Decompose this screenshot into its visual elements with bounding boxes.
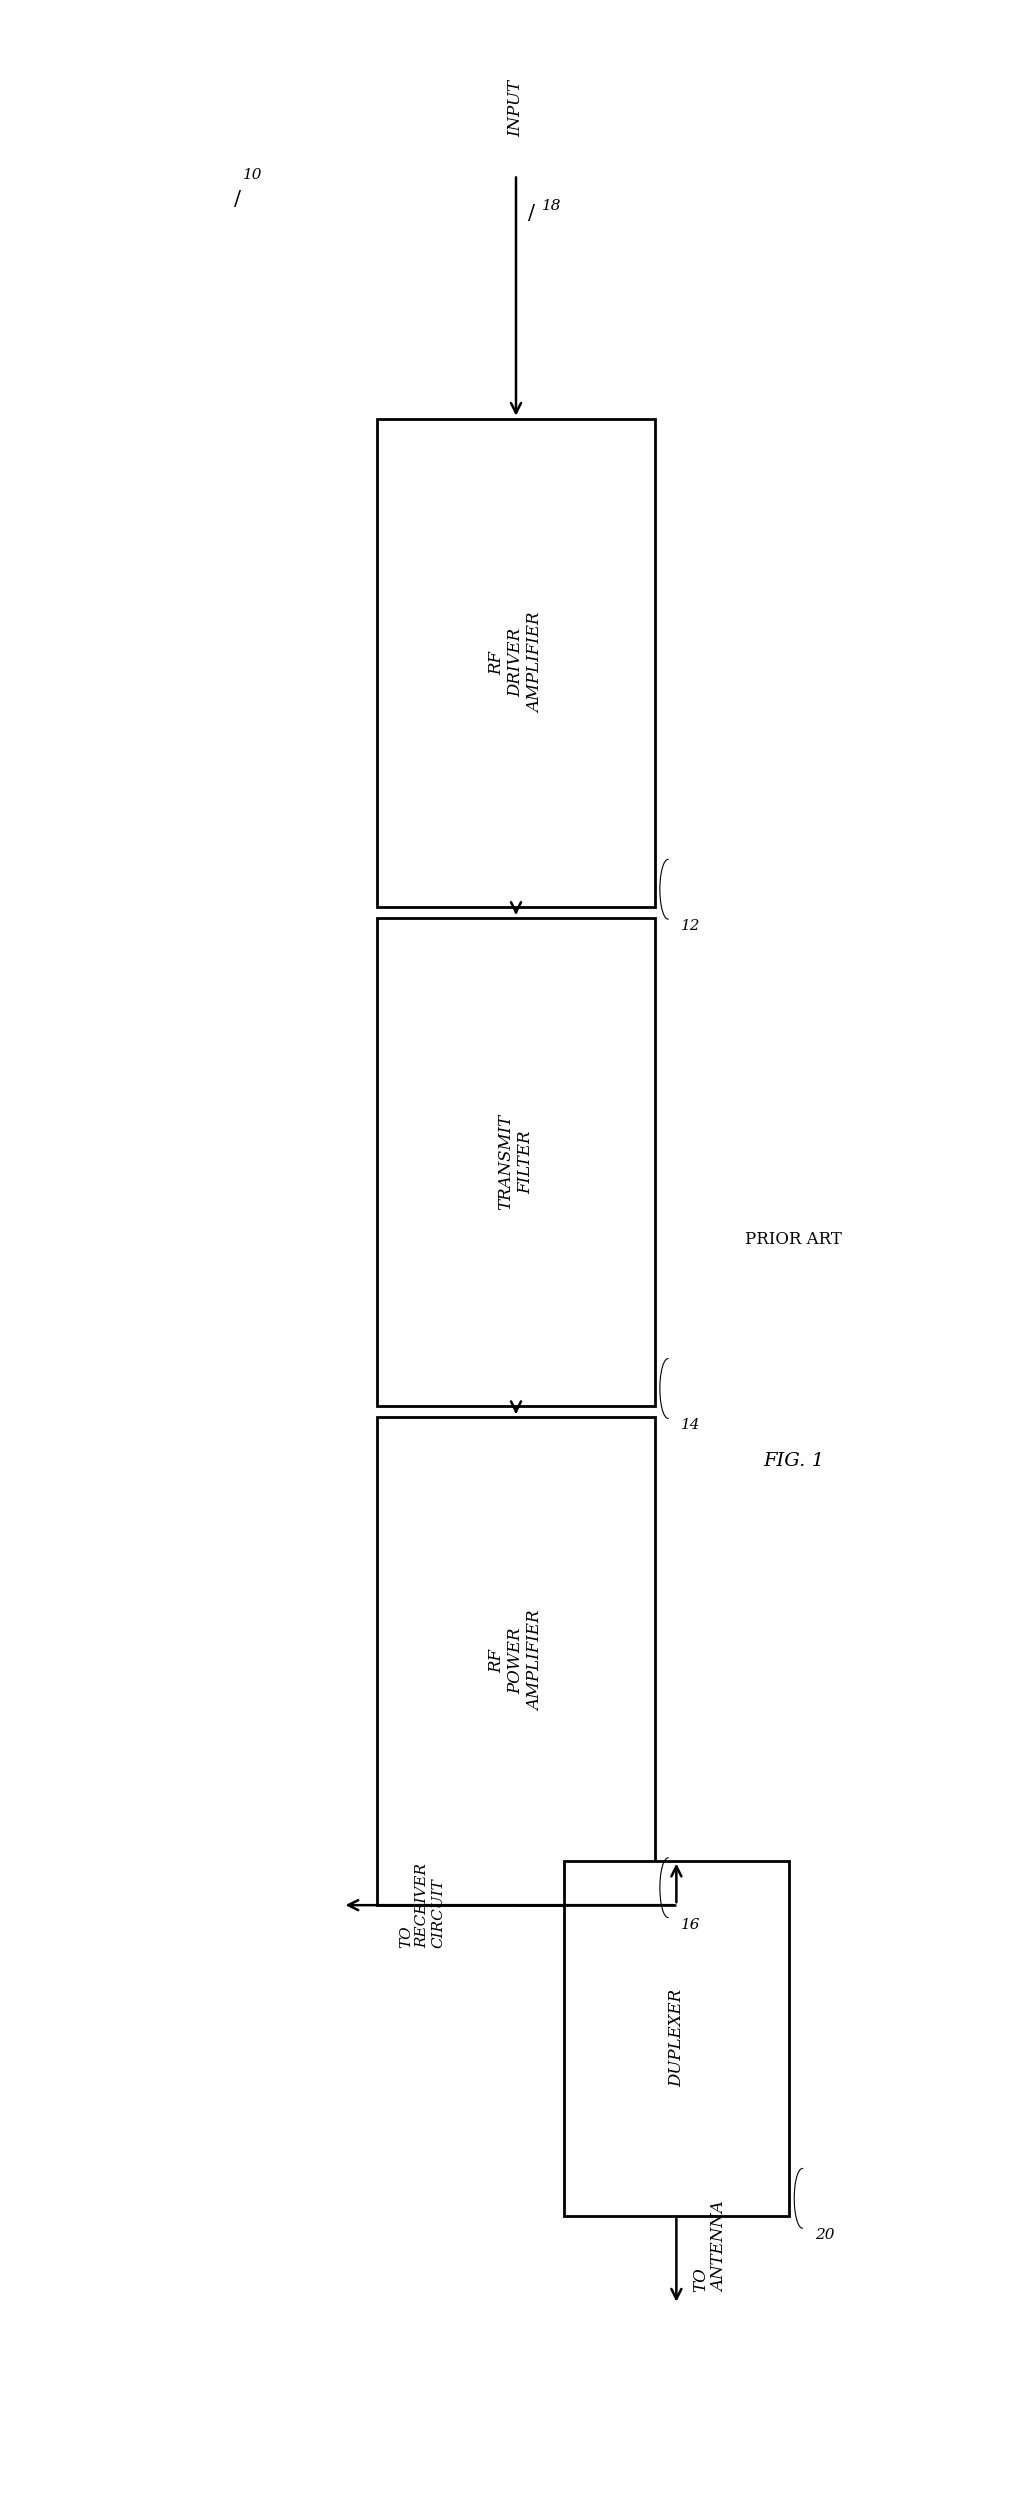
Text: 20: 20 (815, 2229, 834, 2241)
Bar (378, 419, 654, 907)
Bar (563, 1860, 789, 2216)
Bar (378, 1416, 654, 1905)
Text: 12: 12 (680, 920, 700, 932)
Bar (378, 917, 654, 1406)
Text: 18: 18 (542, 199, 561, 214)
Text: TRANSMIT
FILTER: TRANSMIT FILTER (497, 1114, 535, 1209)
Text: 14: 14 (680, 1419, 700, 1433)
Text: 16: 16 (680, 1917, 700, 1932)
Text: DUPLEXER: DUPLEXER (668, 1989, 685, 2087)
Text: TO
RECEIVER
CIRCUIT: TO RECEIVER CIRCUIT (399, 1862, 446, 1947)
Text: RF
POWER
AMPLIFIER: RF POWER AMPLIFIER (488, 1610, 544, 1710)
Text: /: / (233, 189, 240, 209)
Text: TO
ANTENNA: TO ANTENNA (691, 2201, 729, 2291)
Text: /: / (528, 204, 535, 224)
Text: FIG. 1: FIG. 1 (763, 1453, 824, 1471)
Text: PRIOR ART: PRIOR ART (745, 1232, 842, 1249)
Text: RF
DRIVER
AMPLIFIER: RF DRIVER AMPLIFIER (488, 613, 544, 713)
Text: 10: 10 (243, 167, 262, 182)
Text: INPUT: INPUT (508, 80, 524, 137)
